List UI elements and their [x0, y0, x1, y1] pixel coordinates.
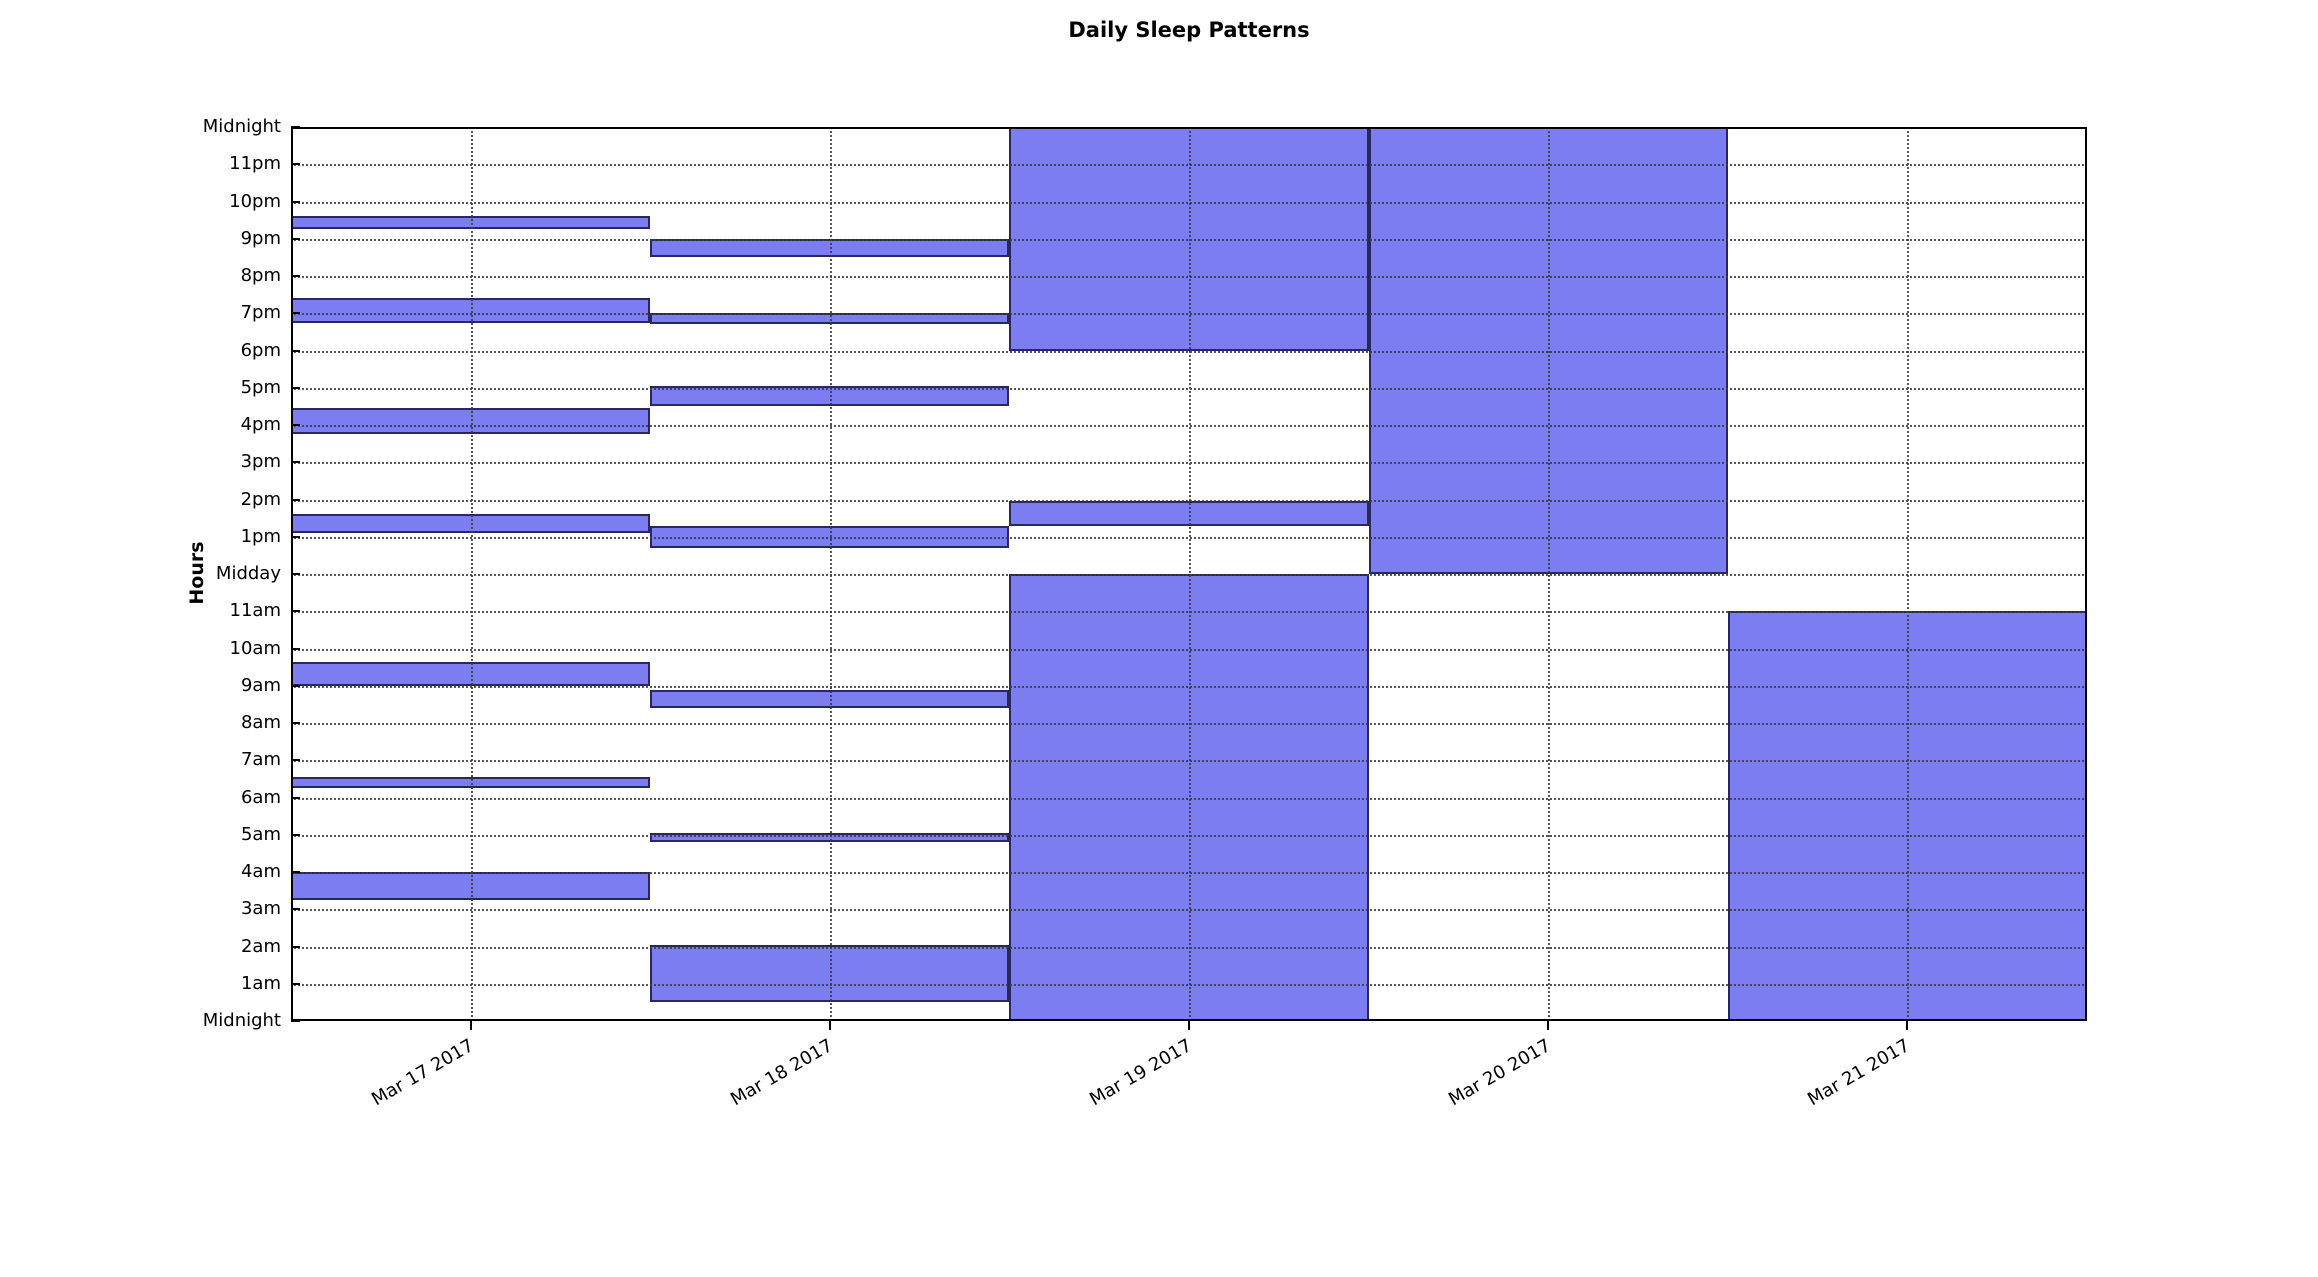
x-tick-mark	[1188, 1021, 1190, 1030]
x-tick-mark	[828, 1021, 831, 1030]
y-tick-label: 8am	[240, 712, 281, 733]
y-tick-label: 4pm	[240, 414, 281, 435]
y-tick-mark	[291, 200, 300, 203]
v-gridline	[470, 127, 473, 1021]
y-tick-mark	[291, 871, 300, 873]
x-tick-label: Mar 19 2017	[1086, 1035, 1196, 1111]
y-tick-mark	[291, 424, 300, 426]
y-tick-label: Midnight	[202, 116, 281, 137]
sleep-bar	[1009, 501, 1369, 526]
y-tick-label: 7pm	[240, 302, 281, 324]
sleep-bar	[650, 385, 1010, 407]
y-tick-mark	[291, 237, 300, 240]
y-tick-mark	[291, 126, 300, 128]
y-tick-label: 9pm	[240, 227, 281, 249]
y-tick-label: 6am	[240, 786, 281, 808]
v-gridline	[1907, 127, 1910, 1021]
sleep-bar	[650, 689, 1010, 709]
v-gridline	[829, 127, 832, 1021]
y-tick-label: 3pm	[240, 451, 281, 473]
y-tick-mark	[291, 275, 300, 277]
y-tick-mark	[291, 498, 300, 501]
x-tick-label: Mar 21 2017	[1804, 1035, 1914, 1111]
x-tick-mark	[1906, 1021, 1909, 1030]
y-tick-label: 2am	[240, 935, 281, 957]
y-tick-mark	[291, 386, 300, 389]
plot-area	[291, 126, 2087, 1030]
y-tick-mark	[291, 1020, 300, 1022]
x-tick-label: Mar 17 2017	[367, 1035, 478, 1111]
y-tick-mark	[291, 796, 300, 799]
y-tick-mark	[291, 163, 300, 166]
sleep-bar	[650, 525, 1010, 548]
y-tick-mark	[291, 573, 300, 575]
y-tick-label: 7am	[240, 749, 281, 771]
sleep-bar	[650, 944, 1010, 1003]
y-tick-label: 11pm	[229, 153, 281, 175]
v-gridline	[1548, 127, 1551, 1021]
y-tick-mark	[291, 535, 300, 538]
x-tick-label: Mar 18 2017	[726, 1035, 837, 1111]
y-tick-mark	[291, 312, 300, 315]
y-tick-mark	[291, 833, 300, 836]
y-tick-mark	[291, 722, 300, 724]
y-tick-label: 10am	[229, 637, 281, 659]
y-tick-label: 3am	[240, 898, 281, 920]
x-tick-mark	[469, 1021, 472, 1030]
x-tick-label: Mar 20 2017	[1445, 1035, 1555, 1111]
y-tick-label: Midnight	[202, 1010, 281, 1031]
y-tick-mark	[291, 759, 300, 762]
y-tick-mark	[291, 610, 300, 613]
y-tick-label: 5pm	[240, 376, 281, 398]
sleep-bar	[650, 832, 1010, 843]
y-tick-mark	[291, 461, 300, 464]
y-tick-mark	[291, 684, 300, 687]
y-tick-label: 2pm	[240, 488, 281, 510]
y-tick-label: 8pm	[240, 265, 281, 286]
y-tick-mark	[291, 945, 300, 948]
y-tick-label: 9am	[240, 674, 281, 696]
y-tick-label: 11am	[229, 600, 281, 622]
y-tick-label: 1pm	[240, 525, 281, 547]
y-tick-label: 10pm	[229, 190, 281, 212]
y-tick-label: 1am	[240, 972, 281, 994]
y-tick-mark	[291, 647, 300, 650]
chart-title: Daily Sleep Patterns	[1068, 18, 1310, 42]
x-tick-mark	[1547, 1021, 1550, 1030]
y-tick-label: Midday	[215, 563, 281, 584]
y-tick-mark	[291, 349, 300, 352]
y-tick-label: 4am	[240, 861, 281, 882]
sleep-bar	[1009, 127, 1369, 351]
y-tick-mark	[291, 982, 300, 985]
y-tick-mark	[291, 908, 300, 911]
y-tick-label: 5am	[240, 823, 281, 845]
v-gridline	[1189, 127, 1191, 1021]
y-tick-label: 6pm	[240, 339, 281, 361]
